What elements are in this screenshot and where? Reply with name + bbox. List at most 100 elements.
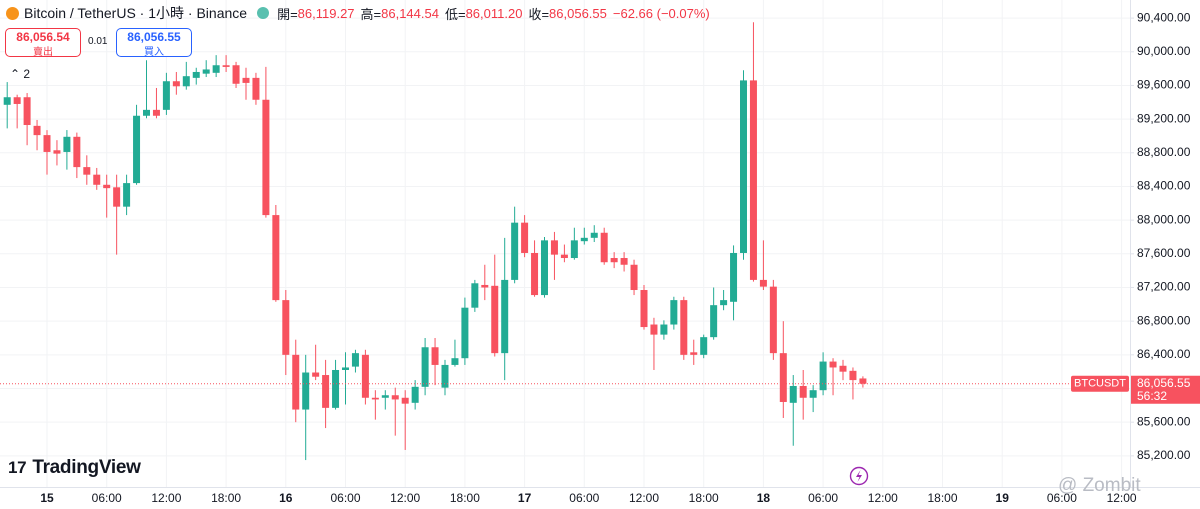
candle-body [590, 232, 598, 238]
watermark: @ Zombit [1058, 475, 1141, 496]
candle-body [143, 109, 150, 116]
candle-body [819, 361, 827, 391]
y-tick-label: 85,200.00 [1137, 448, 1191, 462]
candle-body [232, 65, 240, 84]
candle-body [33, 125, 41, 136]
x-tick-label: 12:00 [629, 491, 659, 505]
candle-body [660, 324, 668, 335]
candle-body [242, 77, 250, 83]
candle-body [521, 222, 529, 253]
logo[interactable]: 17 TradingView [8, 457, 141, 479]
candle-body [152, 109, 160, 116]
candle-body [640, 290, 648, 328]
candle-body [560, 254, 568, 259]
candle-body [212, 65, 220, 73]
sell-price: 86,056.54 [16, 30, 70, 44]
candle-body [361, 354, 369, 398]
candle-body [531, 252, 539, 296]
countdown: 56:32 [1137, 389, 1167, 403]
candle-body [829, 361, 837, 368]
candle-body [312, 372, 320, 377]
sell-button[interactable]: 86,056.54 賣出 [5, 28, 81, 58]
candle-body [391, 395, 399, 400]
candle-body [371, 397, 379, 400]
candle-body [650, 324, 658, 335]
open-label: 開= [277, 6, 298, 22]
candle-body [481, 284, 489, 288]
logo-icon: 17 [8, 458, 27, 477]
candle-body [600, 232, 608, 263]
x-tick-label: 06:00 [808, 491, 838, 505]
x-tick-label: 06:00 [1047, 491, 1077, 505]
candle-body [272, 215, 280, 301]
candle-body [421, 347, 429, 387]
candle-body [182, 76, 190, 87]
low-label: 低= [444, 6, 466, 22]
x-tick-label: 18:00 [211, 491, 241, 505]
quantity[interactable]: 0.01 [88, 36, 108, 47]
candle-body [849, 370, 857, 381]
x-tick-label: 12:00 [390, 491, 420, 505]
x-tick-label: 12:00 [151, 491, 181, 505]
high-label: 高= [360, 6, 382, 22]
symbol-tag-bg [1071, 375, 1129, 392]
candle-body [332, 369, 340, 408]
candle-body [401, 397, 409, 404]
close-label: 收= [528, 6, 550, 22]
candle-body [411, 386, 419, 403]
candle-body [779, 353, 787, 402]
sell-label: 賣出 [33, 47, 53, 58]
candle-body [730, 252, 738, 302]
candle-body [501, 279, 509, 354]
price-tag: 86,056.55 [1137, 376, 1191, 390]
y-tick-label: 89,200.00 [1137, 111, 1191, 125]
candle-body [172, 81, 180, 87]
candle-body [292, 354, 300, 410]
high-value: 86,144.54 [381, 5, 439, 21]
x-tick-label: 18 [757, 491, 771, 505]
indicators-toggle[interactable]: ⌃ 2 [5, 66, 35, 82]
x-tick-label: 06:00 [569, 491, 599, 505]
candle-body [859, 378, 867, 384]
candle-body [23, 97, 31, 126]
candle-body [749, 80, 757, 280]
x-tick-label: 17 [518, 491, 532, 505]
candle-body [789, 385, 797, 403]
market-status[interactable] [257, 7, 270, 19]
candle-body [381, 395, 389, 398]
header: Bitcoin / TetherUS · 1小時 · Binance 開= 86,… [6, 4, 716, 22]
y-tick-label: 86,400.00 [1137, 347, 1191, 361]
low-value: 86,011.20 [465, 5, 523, 21]
x-tick-label: 18:00 [450, 491, 480, 505]
candle-body [43, 135, 51, 152]
candle-body [222, 65, 230, 67]
x-tick-label: 12:00 [868, 491, 898, 505]
candle-body [252, 77, 260, 100]
buy-button[interactable]: 86,056.55 買入 [116, 28, 192, 58]
candle-body [103, 184, 111, 189]
candle-body [192, 71, 200, 78]
candle-body [759, 279, 767, 287]
candle-body [123, 183, 131, 207]
y-tick-label: 87,600.00 [1137, 246, 1191, 260]
candle-body [282, 300, 290, 355]
candle-body [680, 300, 688, 355]
logo-text: TradingView [32, 457, 141, 478]
candle-body [471, 283, 479, 308]
candle-body [73, 136, 81, 168]
candle-body [451, 358, 459, 365]
candle-body [13, 97, 21, 104]
y-tick-label: 90,400.00 [1137, 10, 1191, 24]
candle-body [351, 353, 359, 367]
open-value: 86,119.27 [297, 5, 355, 21]
candle-body [700, 337, 708, 355]
symbol-title[interactable]: Bitcoin / TetherUS · 1小時 · Binance [24, 5, 248, 21]
price-tag-bg [1131, 375, 1200, 404]
candle-body [431, 347, 439, 365]
close-value: 86,056.55 [549, 5, 607, 21]
candle-body [720, 300, 728, 306]
candle-body [63, 136, 71, 152]
x-tick-label: 18:00 [689, 491, 719, 505]
symbol-tag: BTCUSDT [1074, 378, 1126, 390]
